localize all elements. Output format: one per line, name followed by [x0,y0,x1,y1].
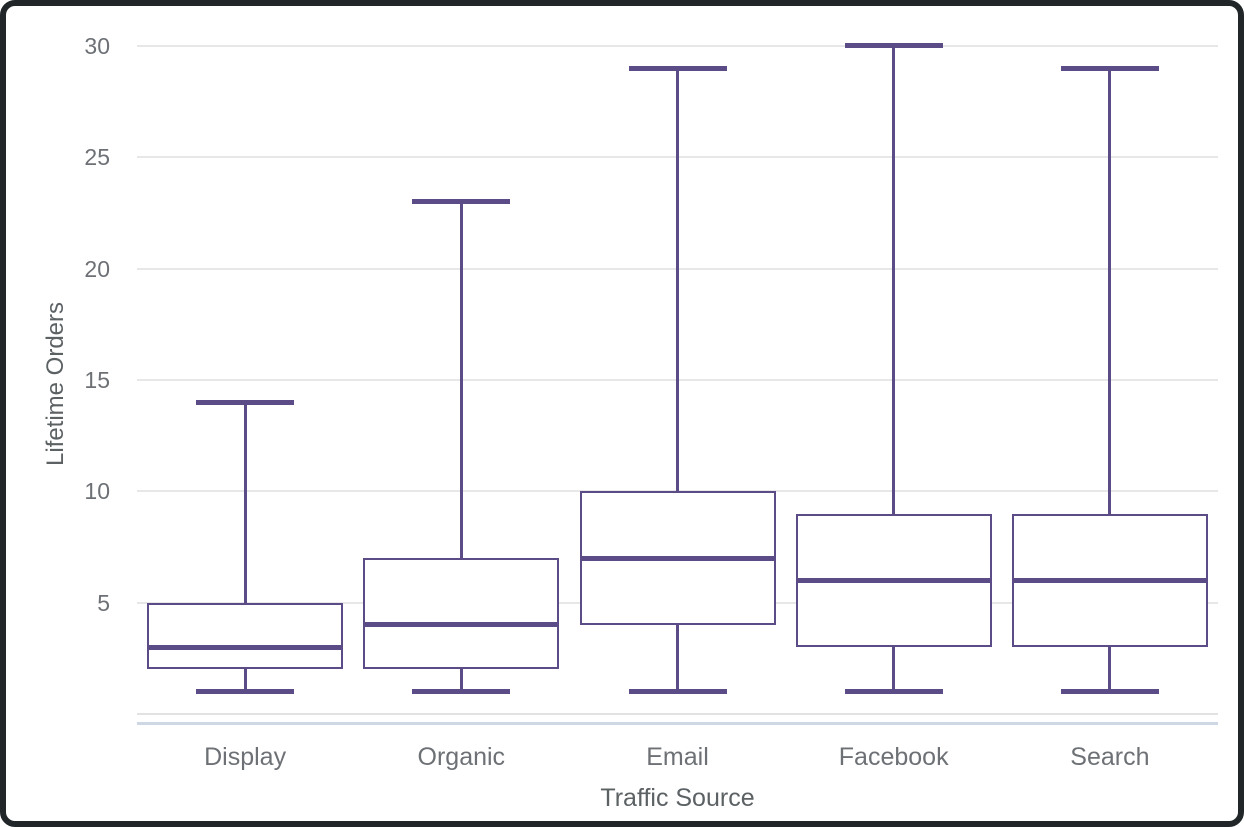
median-line-search[interactable] [1011,577,1208,583]
x-axis-baseline [137,713,1218,715]
y-tick-label-15: 15 [84,366,110,393]
x-category-label-search: Search [1070,743,1150,771]
y-tick-label-10: 10 [84,478,110,505]
min-whisker-cap-email[interactable] [628,689,727,695]
y-tick-label-25: 25 [84,144,110,171]
max-whisker-cap-facebook[interactable] [844,43,943,49]
iqr-box-display[interactable] [147,602,344,670]
max-whisker-cap-search[interactable] [1060,65,1159,71]
y-tick-label-30: 30 [84,32,110,59]
x-category-label-display: Display [204,743,287,771]
x-category-label-organic: Organic [417,743,506,771]
y-axis-title: Lifetime Orders [42,301,69,467]
x-category-label-email: Email [646,743,709,771]
lower-whisker-search[interactable] [1108,647,1112,692]
max-whisker-cap-display[interactable] [196,399,295,405]
y-tick-label-5: 5 [97,589,110,616]
upper-whisker-search[interactable] [1108,68,1112,514]
median-line-email[interactable] [579,555,776,561]
lower-whisker-display[interactable] [243,669,247,692]
lower-whisker-organic[interactable] [459,669,463,692]
min-whisker-cap-organic[interactable] [412,689,511,695]
upper-whisker-email[interactable] [676,68,679,492]
min-whisker-cap-display[interactable] [196,689,295,695]
min-whisker-cap-facebook[interactable] [844,689,943,695]
x-axis-line [137,722,1218,725]
x-category-label-facebook: Facebook [838,743,949,771]
median-line-display[interactable] [147,644,344,650]
plot-area: 5 10 15 20 25 30 Display Organic Email Facebook Se… [6,6,1238,821]
min-whisker-cap-search[interactable] [1060,689,1159,695]
gridline-30 [137,44,1218,47]
boxplot-chart: 5 10 15 20 25 30 Display Organic Email Facebook Se… [6,6,1238,821]
upper-whisker-facebook[interactable] [892,45,896,514]
upper-whisker-organic[interactable] [459,201,463,559]
y-tick-label-20: 20 [84,255,110,282]
iqr-box-organic[interactable] [363,558,560,670]
median-line-facebook[interactable] [795,577,992,583]
lower-whisker-facebook[interactable] [892,647,896,692]
max-whisker-cap-organic[interactable] [412,199,511,205]
max-whisker-cap-email[interactable] [628,65,727,71]
x-axis-title: Traffic Source [600,784,755,812]
upper-whisker-display[interactable] [243,402,247,603]
lower-whisker-email[interactable] [676,624,679,692]
median-line-organic[interactable] [363,622,560,628]
